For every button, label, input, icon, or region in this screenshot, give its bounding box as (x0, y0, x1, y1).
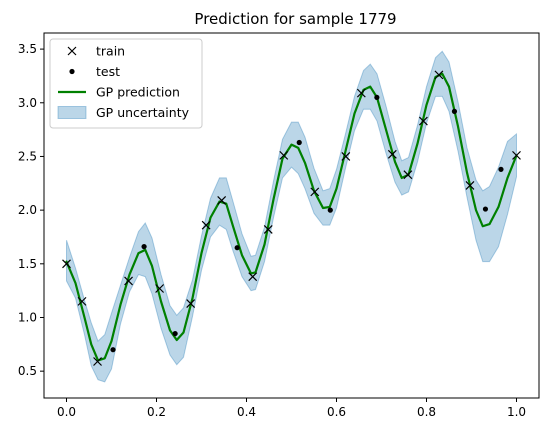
train-point (512, 150, 521, 160)
train-point (248, 272, 258, 282)
legend-box (49, 38, 203, 129)
test-point (498, 166, 504, 172)
test-point (172, 330, 178, 337)
legend-label: train (96, 44, 125, 59)
train-point (403, 170, 413, 180)
x-tick-label: 0.2 (147, 405, 166, 419)
y-tick-label: 3.0 (18, 96, 37, 110)
train-point (434, 70, 444, 80)
test-point (141, 244, 147, 250)
train-point (263, 225, 273, 234)
axes: 0.0 0.2 0.4 0.6 0.8 1.0 0.5 1.0 1.5 2.0 2.5 3.0 3.5 (18, 32, 540, 419)
legend-band-marker (57, 106, 87, 119)
train-point (217, 196, 227, 205)
train-point (77, 296, 87, 306)
y-tick-label: 2.0 (18, 203, 37, 217)
y-tick-label: 1.5 (18, 257, 37, 271)
test-point (234, 245, 240, 251)
axes-frame (43, 32, 540, 399)
train-point (387, 149, 397, 159)
legend-label: GP prediction (96, 85, 180, 100)
train-point (155, 284, 165, 293)
legend: train test GP prediction GP uncertainty (49, 38, 203, 129)
chart-title: Prediction for sample 1779 (194, 10, 396, 28)
legend-test-marker (69, 68, 75, 75)
y-tick-label: 1.0 (18, 310, 37, 324)
train-point (465, 181, 475, 190)
train-point (418, 116, 428, 126)
train-point (341, 152, 351, 161)
y-tick-label: 0.5 (18, 364, 37, 378)
test-point (110, 347, 116, 353)
train-point (62, 259, 71, 269)
x-tick-label: 0.8 (417, 405, 436, 419)
test-point (451, 108, 458, 114)
x-tick-label: 0.0 (57, 405, 76, 419)
plot-area (62, 50, 521, 383)
legend-label: test (96, 64, 120, 79)
y-tick-label: 3.5 (18, 42, 37, 56)
test-point (296, 139, 302, 146)
test-point (482, 206, 489, 212)
prediction-line (65, 72, 518, 362)
x-tick-label: 0.6 (327, 405, 346, 419)
test-point (374, 94, 380, 101)
legend-label: GP uncertainty (96, 105, 190, 120)
train-point (201, 220, 211, 230)
legend-train-marker (67, 46, 77, 56)
train-point (310, 187, 320, 197)
x-tick-label: 0.4 (237, 405, 256, 419)
test-point (327, 207, 333, 213)
train-point (186, 299, 196, 308)
train-point (93, 357, 102, 366)
y-tick-label: 2.5 (18, 149, 37, 163)
train-point (356, 88, 366, 98)
train-point (124, 276, 133, 286)
train-point (279, 150, 289, 160)
x-tick-label: 1.0 (507, 405, 526, 419)
